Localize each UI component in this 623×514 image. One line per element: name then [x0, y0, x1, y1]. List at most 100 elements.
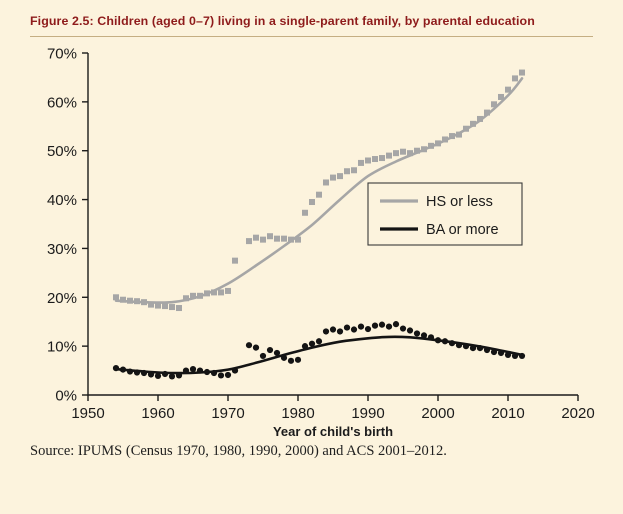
hs-or-less-data-point	[484, 109, 490, 116]
ba-or-more-data-point	[252, 344, 260, 351]
hs-or-less-data-point	[414, 147, 420, 154]
ba-or-more-data-point	[364, 325, 372, 333]
hs-or-less-data-point	[435, 140, 441, 147]
hs-or-less-data-point	[344, 168, 350, 175]
ba-or-more-data-point	[168, 373, 176, 380]
ba-or-more-data-point	[399, 325, 407, 332]
hs-or-less-data-point	[288, 236, 294, 243]
x-tick-label: 1950	[71, 405, 104, 422]
ba-or-more-data-point	[350, 326, 358, 333]
hs-or-less-data-point	[169, 304, 175, 311]
y-tick-label: 0%	[55, 388, 77, 405]
hs-or-less-data-point	[309, 199, 315, 206]
hs-or-less-data-point	[211, 289, 217, 296]
hs-or-less-data-point	[246, 238, 252, 245]
hs-or-less-data-point	[253, 234, 259, 241]
y-tick-label: 30%	[47, 241, 77, 258]
ba-or-more-data-point	[357, 323, 365, 330]
y-tick-label: 50%	[47, 143, 77, 160]
hs-or-less-data-point	[295, 236, 301, 243]
ba-or-more-data-point	[329, 326, 337, 333]
hs-or-less-data-point	[218, 289, 224, 296]
x-tick-label: 1960	[141, 405, 174, 422]
ba-or-more-data-point	[490, 348, 498, 356]
ba-or-more-data-point	[217, 372, 225, 379]
ba-or-more-data-point	[266, 346, 274, 354]
y-tick-label: 40%	[47, 192, 77, 209]
hs-or-less-data-point	[120, 296, 126, 303]
ba-or-more-data-point	[175, 372, 183, 379]
ba-or-more-data-point	[469, 344, 477, 352]
ba-or-more-data-point	[322, 328, 330, 335]
chart-canvas: 0% 10% 20% 30% 40% 50% 60% 70% 1950 1960 1970 1980 1…	[47, 46, 595, 440]
hs-or-less-data-point	[407, 150, 413, 157]
hs-or-less-data-point	[337, 173, 343, 180]
ba-or-more-data-point	[154, 372, 162, 380]
ba-or-more-data-point	[448, 340, 456, 347]
hs-or-less-data-point	[134, 298, 140, 305]
y-tick-label: 60%	[47, 94, 77, 111]
ba-or-more-data-point	[511, 352, 519, 360]
hs-or-less-data-point	[449, 133, 455, 140]
hs-or-less-data-point	[204, 290, 210, 297]
ba-or-more-data-point	[119, 366, 127, 373]
title-divider	[30, 36, 593, 37]
ba-or-more-data-point	[287, 357, 295, 364]
ba-or-more-data-point	[371, 322, 379, 329]
x-axis-title: Year of child's birth	[273, 424, 393, 439]
ba-or-more-data-point	[462, 343, 470, 350]
hs-or-less-data-point	[260, 236, 266, 243]
ba-or-more-data-point	[231, 367, 239, 374]
ba-or-more-data-point	[497, 349, 505, 357]
hs-or-less-data-point	[127, 297, 133, 304]
ba-or-more-data-point	[280, 354, 288, 361]
ba-or-more-data-point	[441, 338, 449, 345]
ba-or-more-data-point	[147, 371, 155, 378]
ba-or-more-data-point	[518, 352, 526, 360]
hs-or-less-data-point	[323, 179, 329, 186]
ba-or-more-data-point	[140, 369, 148, 377]
hs-or-less-data-point	[267, 233, 273, 240]
ba-or-more-data-point	[483, 346, 491, 354]
ba-or-more-data-point	[133, 369, 141, 376]
x-tick-label: 2010	[491, 405, 524, 422]
hs-or-less-data-point	[316, 191, 322, 198]
hs-or-less-data-point	[386, 152, 392, 159]
source-note: Source: IPUMS (Census 1970, 1980, 1990, …	[30, 443, 447, 459]
hs-or-less-data-point	[498, 93, 504, 100]
hs-or-less-data-point	[365, 157, 371, 164]
x-tick-label: 1970	[211, 405, 244, 422]
ba-or-more-data-point	[385, 323, 393, 330]
hs-or-less-data-point	[190, 292, 196, 299]
ba-or-more-data-point	[203, 368, 211, 376]
y-tick-label: 20%	[47, 290, 77, 307]
ba-or-more-data-point	[343, 324, 351, 331]
hs-or-less-data-point	[281, 235, 287, 242]
legend-label-hs-or-less: HS or less	[426, 194, 493, 210]
ba-or-more-data-point	[224, 371, 232, 379]
x-tick-label: 2020	[561, 405, 594, 422]
ba-or-more-data-point	[301, 343, 309, 350]
ba-or-more-data-point	[427, 334, 435, 341]
hs-or-less-data-point	[232, 257, 238, 264]
hs-or-less-data-point	[372, 156, 378, 163]
ba-or-more-data-point	[196, 367, 204, 374]
hs-or-less-data-point	[176, 305, 182, 312]
ba-or-more-data-point	[126, 368, 134, 375]
hs-or-less-data-point	[274, 235, 280, 242]
figure-page: Figure 2.5: Children (aged 0–7) living i…	[0, 14, 623, 460]
ba-or-more-data-point	[259, 352, 267, 360]
hs-or-less-data-point	[456, 131, 462, 138]
hs-or-less-data-point	[351, 167, 357, 174]
ba-or-more-data-point	[420, 332, 428, 339]
ba-or-more-data-point	[504, 351, 512, 359]
hs-or-less-data-point	[428, 142, 434, 149]
x-tick-label: 2000	[421, 405, 454, 422]
legend-label-ba-or-more: BA or more	[426, 222, 499, 238]
ba-or-more-data-point	[161, 370, 169, 378]
hs-or-less-data-point	[470, 120, 476, 127]
hs-or-less-data-point	[155, 302, 161, 309]
hs-or-less-data-point	[302, 209, 308, 216]
x-tick-label: 1980	[281, 405, 314, 422]
hs-or-less-data-point	[225, 287, 231, 294]
